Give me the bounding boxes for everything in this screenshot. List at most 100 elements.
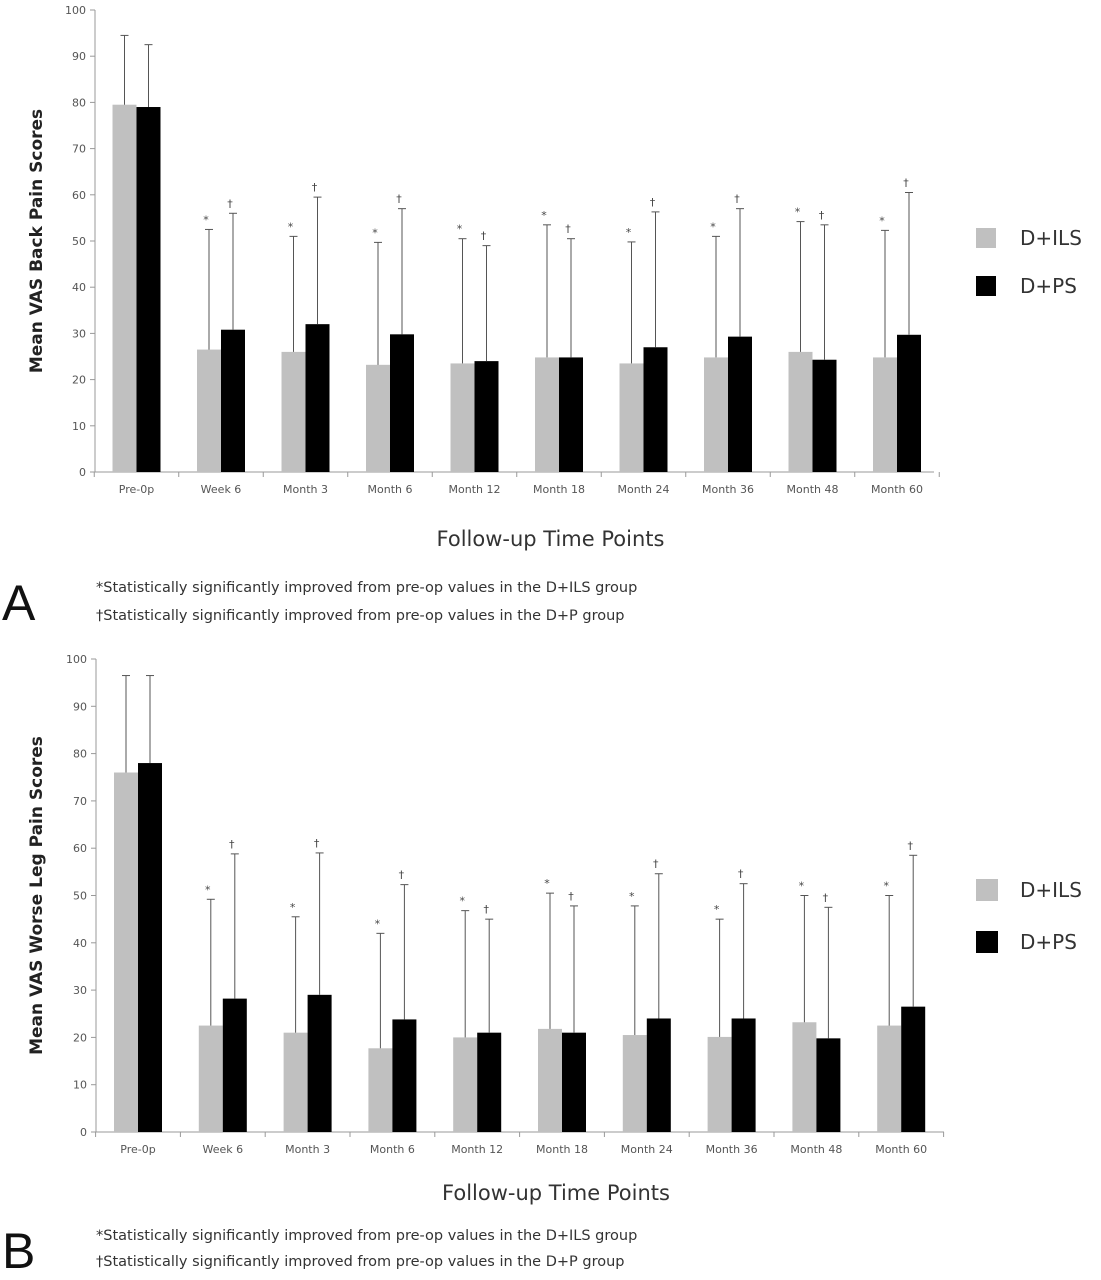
significance-marker: † — [227, 197, 233, 210]
y-tick-label: 0 — [79, 466, 86, 479]
bar-d-ps — [138, 763, 162, 1132]
y-tick-label: 10 — [73, 1079, 87, 1092]
legend-swatch — [976, 228, 996, 248]
bar-d-ils — [788, 351, 813, 472]
significance-marker: † — [738, 868, 744, 881]
bar-d-ps — [816, 1038, 841, 1132]
significance-marker: * — [799, 880, 805, 893]
footnote: *Statistically significantly improved fr… — [96, 1228, 637, 1244]
significance-marker: * — [626, 226, 632, 239]
bar-d-ps — [390, 334, 414, 472]
significance-marker: † — [312, 181, 318, 194]
legend-swatch — [976, 276, 996, 296]
x-tick-label: Month 18 — [533, 483, 585, 496]
significance-marker: * — [375, 917, 381, 930]
footnote: *Statistically significantly improved fr… — [96, 580, 637, 596]
significance-marker: * — [203, 213, 209, 226]
significance-marker: † — [568, 890, 574, 903]
bar-d-ils — [707, 1036, 732, 1132]
bar-d-ils — [538, 1028, 562, 1132]
x-tick-label: Month 6 — [368, 483, 413, 496]
bar-d-ps — [728, 336, 752, 472]
y-tick-label: 10 — [72, 420, 86, 433]
bar-d-ils — [114, 772, 138, 1132]
bar-d-ps — [562, 1032, 586, 1132]
bar-d-ps — [307, 994, 332, 1132]
significance-marker: * — [457, 223, 463, 236]
y-tick-label: 70 — [73, 795, 87, 808]
significance-marker: † — [399, 869, 405, 882]
significance-marker: † — [650, 196, 656, 209]
bar-d-ils — [704, 357, 728, 472]
bar-d-ils — [873, 357, 897, 472]
x-axis-title: Follow-up Time Points — [442, 1181, 670, 1205]
bar-d-ils — [453, 1037, 478, 1132]
bar-d-ils — [198, 1025, 223, 1132]
legend-label: D+ILS — [1020, 878, 1082, 902]
y-tick-label: 30 — [73, 984, 87, 997]
significance-marker: † — [565, 223, 571, 236]
significance-marker: † — [819, 209, 825, 222]
y-tick-label: 80 — [73, 748, 87, 761]
x-tick-label: Month 24 — [621, 1143, 673, 1156]
y-tick-label: 70 — [72, 143, 86, 156]
legend-label: D+PS — [1020, 274, 1077, 298]
significance-marker: * — [205, 883, 211, 896]
bar-d-ps — [731, 1018, 756, 1132]
y-tick-label: 100 — [65, 4, 86, 17]
x-tick-label: Month 36 — [702, 483, 754, 496]
footnote: †Statistically significantly improved fr… — [96, 608, 624, 624]
chart-panel-a: 0 10 20 30 40 50 60 70 80 90 100 Pre-0p * † Week 6 * † Mo… — [2, 4, 1082, 631]
significance-marker: * — [288, 220, 294, 233]
chart-panel-b: 0 10 20 30 40 50 60 70 80 90 100 Pre-0p * † Week 6 * † Mo… — [2, 653, 1082, 1279]
legend-label: D+PS — [1020, 930, 1077, 954]
y-tick-label: 60 — [72, 189, 86, 202]
footnote: †Statistically significantly improved fr… — [96, 1254, 624, 1270]
x-tick-label: Week 6 — [202, 1143, 243, 1156]
bar-d-ils — [622, 1035, 647, 1132]
panel-label: A — [2, 575, 36, 631]
bar-d-ps — [221, 329, 245, 472]
significance-marker: † — [396, 193, 402, 206]
significance-marker: * — [541, 209, 547, 222]
bar-d-ils — [368, 1048, 393, 1132]
significance-marker: † — [229, 838, 235, 851]
x-tick-label: Month 48 — [787, 483, 839, 496]
x-tick-label: Month 36 — [706, 1143, 758, 1156]
y-tick-label: 20 — [72, 374, 86, 387]
y-tick-label: 30 — [72, 327, 86, 340]
bar-d-ils — [535, 357, 559, 472]
legend-label: D+ILS — [1020, 226, 1082, 250]
significance-marker: † — [907, 839, 913, 852]
x-tick-label: Month 12 — [449, 483, 501, 496]
y-tick-label: 40 — [72, 281, 86, 294]
x-tick-label: Month 12 — [451, 1143, 503, 1156]
significance-marker: * — [459, 895, 465, 908]
bar-d-ps — [477, 1032, 502, 1132]
bar-d-ps — [812, 359, 837, 472]
bar-d-ps — [646, 1018, 671, 1132]
y-axis-title: Mean VAS Back Pain Scores — [27, 109, 47, 373]
significance-marker: * — [795, 206, 801, 219]
y-tick-label: 50 — [72, 235, 86, 248]
x-tick-label: Month 60 — [875, 1143, 927, 1156]
significance-marker: * — [290, 901, 296, 914]
bar-d-ils — [877, 1025, 902, 1132]
x-tick-label: Month 3 — [283, 483, 328, 496]
significance-marker: † — [903, 176, 909, 189]
bar-d-ils — [792, 1022, 817, 1132]
x-tick-label: Month 24 — [618, 483, 670, 496]
x-axis-title: Follow-up Time Points — [437, 527, 665, 551]
significance-marker: † — [481, 230, 487, 243]
legend-swatch — [976, 879, 998, 901]
bar-d-ps — [474, 361, 499, 472]
significance-marker: † — [653, 858, 659, 871]
x-tick-label: Month 18 — [536, 1143, 588, 1156]
bar-d-ps — [305, 324, 330, 472]
x-tick-label: Month 6 — [370, 1143, 415, 1156]
significance-marker: † — [314, 837, 320, 850]
bar-d-ils — [197, 349, 221, 472]
significance-marker: † — [734, 193, 740, 206]
x-tick-label: Month 3 — [285, 1143, 330, 1156]
bar-d-ps — [222, 998, 247, 1132]
